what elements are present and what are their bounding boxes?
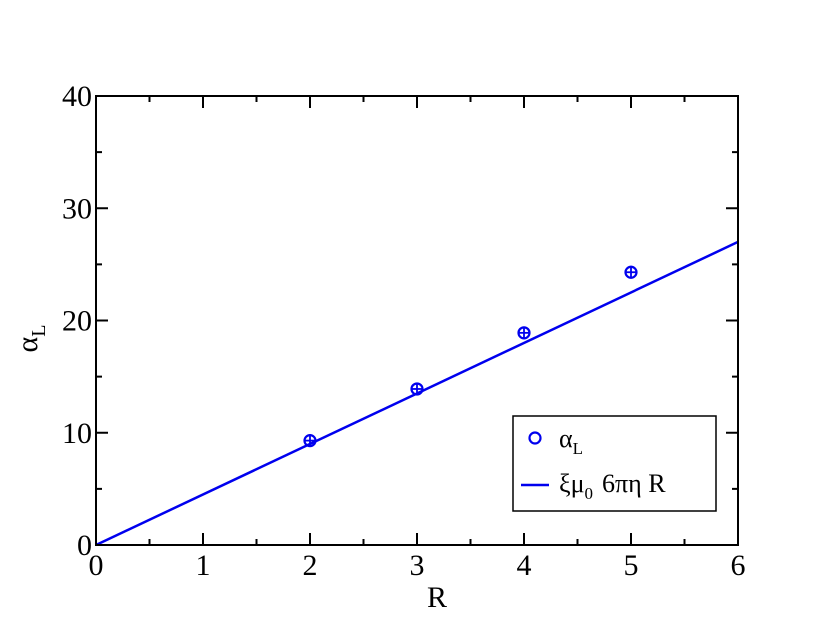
x-tick-label: 5 <box>624 549 639 582</box>
y-axis-title-main: α <box>11 337 44 353</box>
y-axis-title: αL <box>11 325 50 353</box>
x-tick-label: 2 <box>303 549 318 582</box>
legend-label-fit-main: ξμ <box>559 469 585 498</box>
data-points-layer <box>303 265 638 448</box>
x-axis-title: R <box>427 581 447 614</box>
legend-label-fit: ξμ0 6πη R <box>559 469 666 503</box>
x-tick-label: 1 <box>196 549 211 582</box>
y-tick-label: 10 <box>62 417 92 450</box>
legend-box <box>512 415 717 512</box>
legend-label-fit-suffix: 6πη R <box>602 469 666 498</box>
x-tick-label: 3 <box>410 549 425 582</box>
x-tick-label: 6 <box>731 549 746 582</box>
plot-frame <box>95 95 739 546</box>
data-point <box>517 326 531 340</box>
legend-marker-circle <box>528 431 542 445</box>
y-tick-label: 0 <box>77 529 92 562</box>
svg-text:αL: αL <box>11 325 50 353</box>
y-tick-label: 20 <box>62 305 92 338</box>
data-point <box>303 434 317 448</box>
y-tick-label: 40 <box>62 80 92 113</box>
legend: αL ξμ0 6πη R <box>512 415 717 512</box>
legend-label-alpha: αL <box>559 424 583 458</box>
data-point <box>624 265 638 279</box>
legend-label-fit-sub: 0 <box>585 484 594 503</box>
x-tick-label: 0 <box>89 549 104 582</box>
legend-label-alpha-sub: L <box>573 439 583 458</box>
x-tick-label: 4 <box>517 549 532 582</box>
data-point <box>410 382 424 396</box>
legend-label-alpha-main: α <box>559 424 573 453</box>
tick-labels: 0 1 2 3 4 5 6 0 10 20 30 40 <box>62 80 746 582</box>
y-tick-label: 30 <box>62 192 92 225</box>
y-axis-title-sub: L <box>28 325 50 337</box>
